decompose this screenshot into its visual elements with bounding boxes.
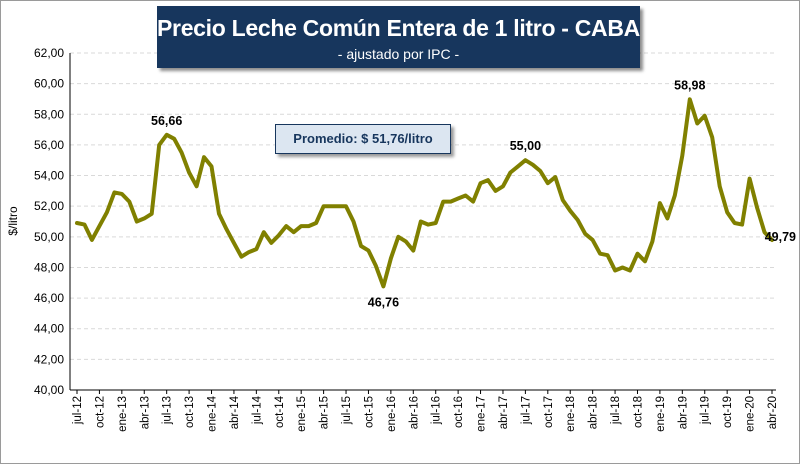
chart-subtitle: - ajustado por IPC - (337, 46, 460, 62)
x-tick-label: ene-18 (565, 396, 577, 432)
series-layer (75, 97, 774, 289)
x-tick-label: jul-15 (341, 396, 353, 425)
x-axis: jul-12 oct-12 ene-13 abr-13 jul-13 oct-13 ene-… (70, 389, 779, 432)
data-label: 55,00 (510, 139, 541, 153)
x-tick-label: jul-12 (72, 396, 84, 425)
chart-title-box: Precio Leche Común Entera de 1 litro - C… (157, 6, 640, 68)
x-tick-label: oct-17 (543, 396, 555, 428)
x-tick-label: ene-14 (207, 395, 219, 431)
y-tick-label: 58,00 (34, 107, 64, 121)
y-tick-label: 42,00 (34, 352, 64, 366)
x-tick-label: oct-16 (453, 396, 465, 428)
x-tick-label: ene-20 (745, 396, 757, 432)
x-tick-label: abr-18 (588, 396, 600, 429)
x-tick-label: jul-13 (162, 396, 174, 425)
y-tick-label: 44,00 (34, 322, 64, 336)
x-tick-label: ene-13 (117, 396, 129, 432)
x-tick-label: jul-17 (520, 396, 532, 425)
y-tick-label: 62,00 (34, 46, 64, 60)
x-tick-label: ene-16 (386, 396, 398, 432)
x-tick-label: ene-15 (296, 396, 308, 432)
x-tick-label: abr-16 (408, 396, 420, 429)
data-label: 46,76 (368, 295, 399, 309)
x-tick-label: oct-13 (184, 396, 196, 428)
y-tick-label: 52,00 (34, 199, 64, 213)
x-tick-label: jul-14 (251, 395, 263, 425)
x-tick-label: abr-20 (767, 396, 779, 429)
data-label: 58,98 (674, 78, 705, 92)
y-tick-label: 54,00 (34, 169, 64, 183)
chart-title: Precio Leche Común Entera de 1 litro - C… (157, 15, 640, 41)
y-tick-label: 50,00 (34, 230, 64, 244)
x-tick-label: oct-14 (274, 395, 286, 428)
average-annotation: Promedio: $ 51,76/litro (275, 124, 451, 154)
x-tick-label: jul-19 (700, 396, 712, 425)
x-tick-label: oct-12 (94, 396, 106, 428)
x-tick-label: jul-18 (610, 396, 622, 425)
x-tick-label: ene-19 (655, 396, 667, 432)
y-axis-label: $/litro (6, 206, 20, 236)
x-tick-label: abr-15 (319, 396, 331, 429)
data-label: 56,66 (151, 114, 182, 128)
y-tick-label: 48,00 (34, 260, 64, 274)
y-axis: 40,00 42,00 44,00 46,00 48,00 50,00 52,00 54,00… (34, 46, 71, 397)
x-tick-label: ene-17 (476, 396, 488, 432)
data-labels: 56,66 46,76 55,00 58,98 49,79 (151, 78, 796, 309)
y-tick-label: 60,00 (34, 77, 64, 91)
x-tick-label: oct-15 (363, 396, 375, 428)
x-tick-label: jul-16 (431, 396, 443, 425)
x-tick-label: oct-19 (722, 396, 734, 428)
x-tick-label: abr-17 (498, 396, 510, 429)
x-tick-label: oct-18 (632, 396, 644, 428)
x-tick-label: abr-13 (139, 396, 151, 429)
x-tick-label: abr-19 (677, 396, 689, 429)
y-tick-label: 56,00 (34, 138, 64, 152)
y-tick-label: 40,00 (34, 383, 64, 397)
y-tick-label: 46,00 (34, 291, 64, 305)
series-line (75, 97, 774, 289)
x-tick-label: abr-14 (229, 395, 241, 429)
data-label: 49,79 (765, 230, 796, 244)
